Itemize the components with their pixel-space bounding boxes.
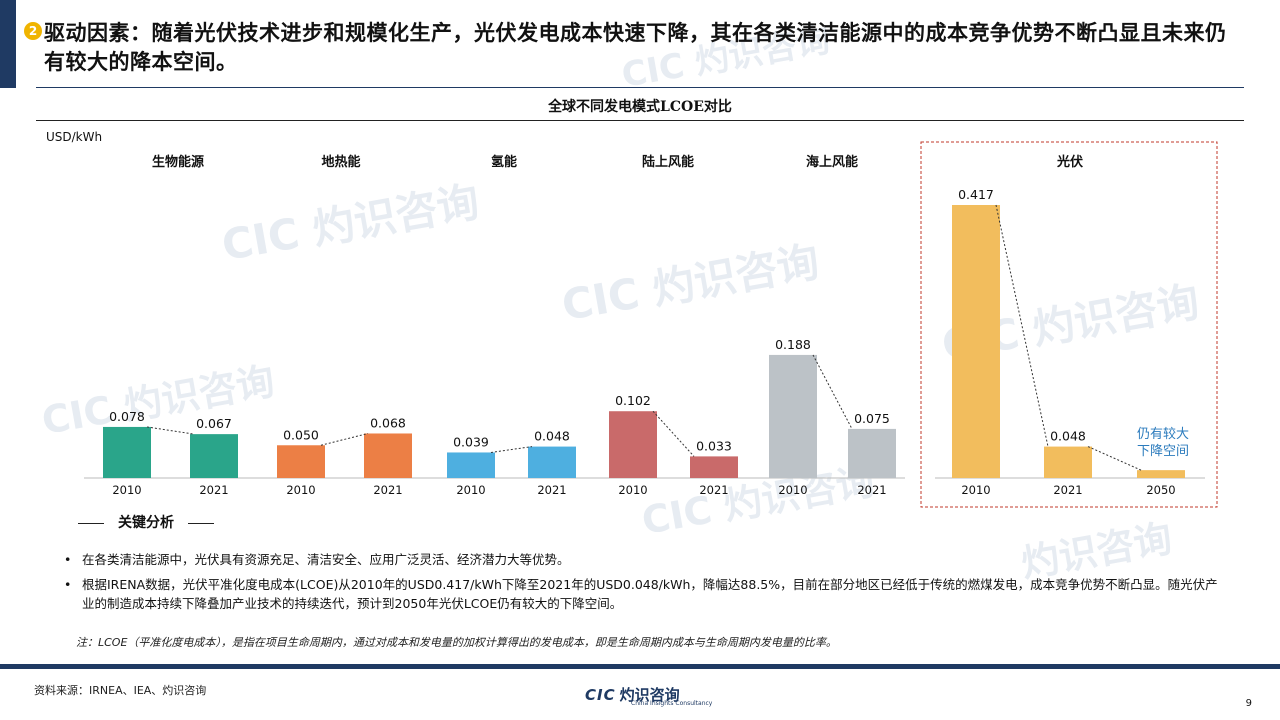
bar [190, 434, 238, 478]
annotation-text: 下降空间 [1137, 444, 1189, 459]
bar [1137, 470, 1185, 478]
group-label: 地热能 [321, 154, 360, 170]
x-tick-label: 2010 [778, 483, 807, 497]
title-divider [36, 87, 1244, 88]
x-tick-label: 2021 [537, 483, 566, 497]
analysis-heading-text: 关键分析 [118, 515, 174, 531]
logo-en: China Insights Consultancy [631, 700, 713, 707]
bar [690, 456, 738, 478]
data-label: 0.075 [854, 411, 890, 426]
highlight-box [920, 141, 1218, 508]
group-label: 氢能 [491, 154, 517, 170]
group-label: 光伏 [1056, 154, 1083, 170]
title-badge: 2 [24, 22, 42, 40]
x-tick-label: 2021 [199, 483, 228, 497]
bar [1044, 446, 1092, 478]
chart-divider [36, 120, 1244, 121]
bar [447, 452, 495, 478]
bar [952, 205, 1000, 478]
trend-connector [146, 426, 195, 435]
analysis-heading: 关键分析 [64, 512, 228, 532]
group-label: 海上风能 [806, 154, 858, 170]
data-label: 0.078 [109, 409, 145, 424]
logo-cn: 灼识咨询 [619, 686, 680, 704]
bar [609, 411, 657, 478]
data-label: 0.033 [696, 438, 732, 453]
annotation-text: 仍有较大 [1137, 427, 1189, 442]
data-label: 0.050 [283, 427, 319, 442]
company-logo: CIC 灼识咨询 China Insights Consultancy [585, 684, 715, 710]
left-accent-bar [0, 0, 16, 88]
group-label: 陆上风能 [642, 154, 694, 170]
x-tick-label: 2010 [112, 483, 141, 497]
x-tick-label: 2021 [1053, 483, 1082, 497]
trend-connector [320, 432, 369, 446]
source-text: 资料来源：IRNEA、IEA、灼识咨询 [34, 684, 207, 697]
chart-title: 全球不同发电模式LCOE对比 [548, 99, 732, 115]
data-label: 0.039 [453, 434, 489, 449]
trend-connector [490, 446, 533, 453]
x-tick-label: 2050 [1146, 483, 1175, 497]
x-tick-label: 2010 [961, 483, 990, 497]
trend-connector [995, 204, 1049, 447]
bar [277, 445, 325, 478]
x-tick-label: 2010 [456, 483, 485, 497]
page-title: 驱动因素：随着光伏技术进步和规模化生产，光伏发电成本快速下降，其在各类清洁能源中… [44, 20, 1227, 74]
trend-connector [1087, 446, 1142, 471]
data-label: 0.417 [958, 187, 994, 202]
page-number: 9 [1245, 698, 1252, 709]
data-label: 0.188 [775, 337, 811, 352]
bar [364, 433, 412, 478]
trend-connector [652, 410, 695, 457]
bar [848, 428, 896, 478]
bullet-item: 在各类清洁能源中，光伏具有资源充足、清洁安全、应用广泛灵活、经济潜力大等优势。 [64, 550, 1224, 569]
bullet-item: 根据IRENA数据，光伏平准化度电成本(LCOE)从2010年的USD0.417… [64, 575, 1224, 613]
y-axis-unit: USD/kWh [46, 130, 103, 144]
footer-bar [0, 664, 1280, 669]
heading-dash-right [188, 522, 214, 524]
x-tick-label: 2021 [373, 483, 402, 497]
group-label: 生物能源 [152, 154, 204, 170]
analysis-bullets: 在各类清洁能源中，光伏具有资源充足、清洁安全、应用广泛灵活、经济潜力大等优势。 … [64, 550, 1224, 619]
x-tick-label: 2010 [618, 483, 647, 497]
data-label: 0.067 [196, 416, 232, 431]
trend-connector [812, 354, 853, 430]
data-label: 0.102 [615, 393, 651, 408]
x-tick-label: 2010 [286, 483, 315, 497]
data-label: 0.048 [534, 429, 570, 444]
bar [769, 354, 817, 478]
logo-cic: CIC [585, 686, 616, 704]
x-tick-label: 2021 [857, 483, 886, 497]
bar [528, 446, 576, 478]
data-label: 0.048 [1050, 429, 1086, 444]
data-label: 0.068 [370, 415, 406, 430]
lcoe-bar-chart: 生物能源 0.078 2010 0.067 2021 地热能 0.050 2010 0.068 2… [84, 141, 1218, 508]
heading-dash-left [78, 522, 104, 524]
bar [103, 426, 151, 478]
footnote: 注：LCOE（平准化度电成本），是指在项目生命周期内，通过对成本和发电量的加权计… [76, 636, 837, 649]
x-tick-label: 2021 [699, 483, 728, 497]
